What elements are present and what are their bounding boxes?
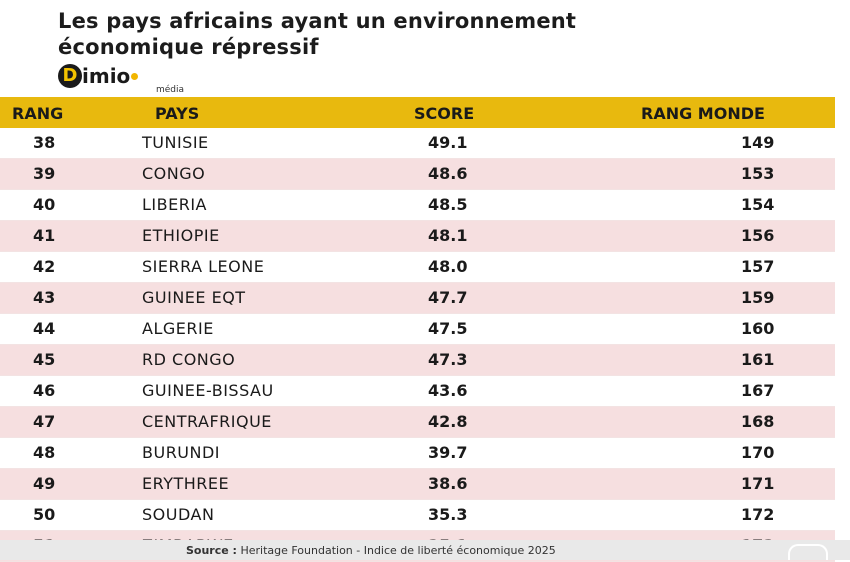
table-row: 43 GUINEE EQT 47.7 159 [0, 283, 835, 314]
cell-rang-monde: 159 [741, 288, 775, 307]
cell-score: 47.3 [428, 350, 468, 369]
table-row: 47 CENTRAFRIQUE 42.8 168 [0, 407, 835, 438]
table-header: RANG PAYS SCORE RANG MONDE [0, 97, 835, 128]
header-pays: PAYS [155, 104, 200, 123]
cell-rang: 38 [33, 133, 56, 152]
cell-score: 48.0 [428, 257, 468, 276]
cell-pays: ETHIOPIE [142, 226, 220, 245]
cell-rang-monde: 172 [741, 505, 775, 524]
footer: Source : Heritage Foundation - Indice de… [0, 540, 850, 560]
cell-rang: 42 [33, 257, 56, 276]
cell-rang: 40 [33, 195, 56, 214]
table-row: 48 BURUNDI 39.7 170 [0, 438, 835, 469]
cell-rang-monde: 171 [741, 474, 775, 493]
table-row: 38 TUNISIE 49.1 149 [0, 128, 835, 159]
cell-pays: ERYTHREE [142, 474, 230, 493]
cell-pays: SOUDAN [142, 505, 215, 524]
title-line-2: économique répressif [58, 35, 319, 59]
cell-pays: GUINEE-BISSAU [142, 381, 274, 400]
table-row: 46 GUINEE-BISSAU 43.6 167 [0, 376, 835, 407]
table-row: 44 ALGERIE 47.5 160 [0, 314, 835, 345]
cell-pays: LIBERIA [142, 195, 207, 214]
cell-rang: 47 [33, 412, 56, 431]
cell-pays: ALGERIE [142, 319, 214, 338]
cell-pays: CENTRAFRIQUE [142, 412, 272, 431]
logo-name: imio [82, 64, 131, 88]
logo-dot-icon [131, 72, 139, 80]
cell-rang-monde: 156 [741, 226, 775, 245]
source-value: Heritage Foundation - Indice de liberté … [236, 544, 556, 557]
cell-pays: TUNISIE [142, 133, 209, 152]
table-body: 38 TUNISIE 49.1 149 39 CONGO 48.6 153 40 LIBERIA 4… [0, 128, 835, 562]
logo-subtitle: média [156, 85, 185, 95]
cell-score: 48.6 [428, 164, 468, 183]
cell-rang: 46 [33, 381, 56, 400]
header-rang-monde: RANG MONDE [641, 104, 765, 123]
cell-rang: 49 [33, 474, 56, 493]
cell-score: 48.1 [428, 226, 468, 245]
cell-rang-monde: 167 [741, 381, 775, 400]
cell-rang: 50 [33, 505, 56, 524]
cell-rang-monde: 168 [741, 412, 775, 431]
cell-score: 43.6 [428, 381, 468, 400]
cell-rang: 41 [33, 226, 56, 245]
cell-rang-monde: 149 [741, 133, 775, 152]
cell-rang-monde: 161 [741, 350, 775, 369]
cell-rang: 44 [33, 319, 56, 338]
cell-pays: RD CONGO [142, 350, 236, 369]
header-score: SCORE [414, 104, 475, 123]
cell-rang: 39 [33, 164, 56, 183]
cell-pays: BURUNDI [142, 443, 221, 462]
source-text: Source : Heritage Foundation - Indice de… [186, 544, 556, 557]
page-title: Les pays africains ayant un environnemen… [58, 8, 576, 60]
cell-score: 35.3 [428, 505, 468, 524]
cell-rang-monde: 160 [741, 319, 775, 338]
logo-mark-icon: D [58, 64, 82, 88]
cell-rang-monde: 157 [741, 257, 775, 276]
table-row: 41 ETHIOPIE 48.1 156 [0, 221, 835, 252]
cell-rang: 45 [33, 350, 56, 369]
cell-pays: CONGO [142, 164, 206, 183]
corner-decoration-icon [788, 544, 828, 560]
cell-rang-monde: 154 [741, 195, 775, 214]
table-row: 50 SOUDAN 35.3 172 [0, 500, 835, 531]
cell-score: 48.5 [428, 195, 468, 214]
cell-score: 39.7 [428, 443, 468, 462]
cell-pays: SIERRA LEONE [142, 257, 265, 276]
table-row: 39 CONGO 48.6 153 [0, 159, 835, 190]
cell-rang: 48 [33, 443, 56, 462]
header-rang: RANG [12, 104, 64, 123]
table-row: 40 LIBERIA 48.5 154 [0, 190, 835, 221]
table-row: 42 SIERRA LEONE 48.0 157 [0, 252, 835, 283]
title-line-1: Les pays africains ayant un environnemen… [58, 9, 577, 33]
cell-rang-monde: 170 [741, 443, 775, 462]
cell-rang: 43 [33, 288, 56, 307]
table-row: 49 ERYTHREE 38.6 171 [0, 469, 835, 500]
cell-score: 47.7 [428, 288, 468, 307]
cell-pays: GUINEE EQT [142, 288, 246, 307]
cell-score: 38.6 [428, 474, 468, 493]
source-label: Source : [186, 544, 237, 557]
cell-score: 47.5 [428, 319, 468, 338]
table-row: 45 RD CONGO 47.3 161 [0, 345, 835, 376]
cell-score: 49.1 [428, 133, 468, 152]
cell-score: 42.8 [428, 412, 468, 431]
cell-rang-monde: 153 [741, 164, 775, 183]
